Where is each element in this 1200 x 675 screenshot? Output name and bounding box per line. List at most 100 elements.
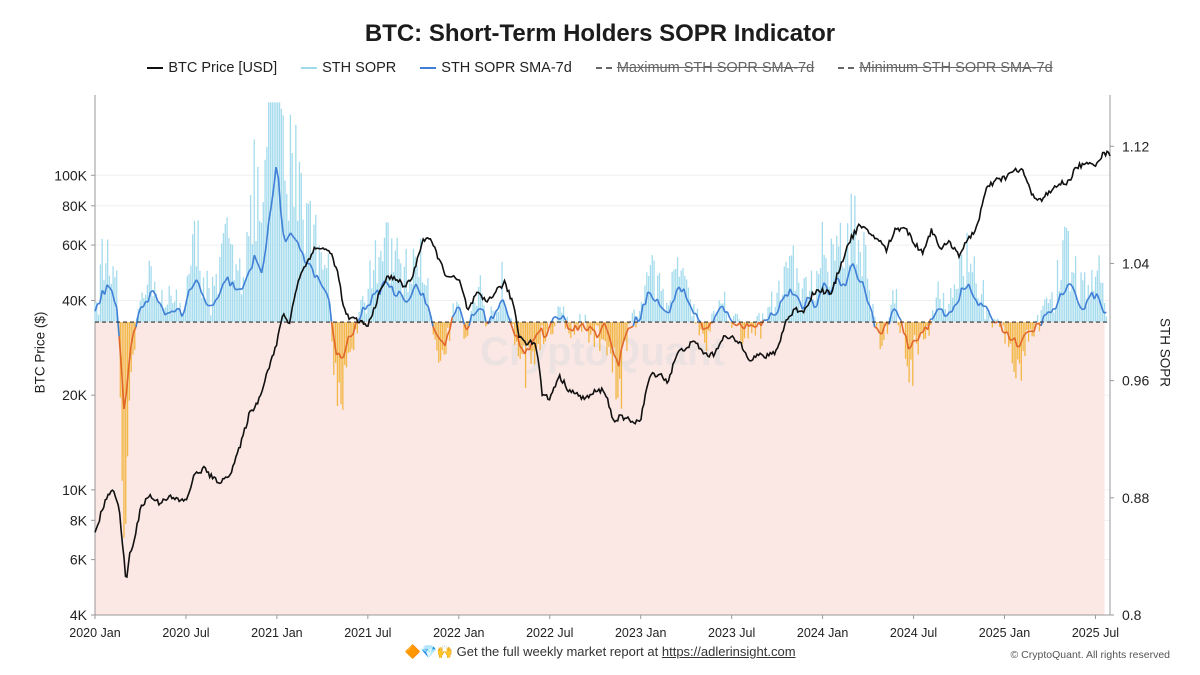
sopr-sma-segment	[516, 335, 521, 347]
sopr-sma-segment	[695, 313, 700, 320]
sopr-sma-segment	[671, 299, 675, 304]
sopr-sma-segment	[630, 325, 634, 329]
sopr-sma-segment	[1086, 296, 1091, 301]
sopr-sma-segment	[333, 338, 338, 355]
sopr-sma-segment	[205, 302, 209, 307]
sopr-sma-segment	[1067, 283, 1071, 286]
sopr-sma-segment	[338, 352, 342, 359]
sopr-sma-segment	[1033, 323, 1038, 332]
sopr-sma-segment	[130, 332, 135, 345]
sopr-sma-segment	[598, 326, 603, 335]
sopr-sma-segment	[316, 274, 321, 281]
right-axis-label: STH SOPR	[1157, 317, 1173, 387]
sopr-sma-segment	[446, 329, 451, 336]
sopr-sma-segment	[200, 291, 205, 298]
sopr-sma-segment	[471, 313, 475, 317]
sopr-sma-segment	[1103, 311, 1107, 314]
sopr-sma-segment	[562, 315, 567, 321]
sopr-sma-segment	[299, 249, 304, 254]
left-tick-label: 10K	[62, 482, 88, 498]
sopr-sma-segment	[596, 333, 601, 339]
sopr-sma-segment	[953, 303, 958, 307]
sopr-sma-segment	[509, 321, 514, 329]
sopr-sma-segment	[837, 278, 842, 287]
right-tick-label: 1.04	[1122, 255, 1149, 271]
sopr-sma-segment	[883, 321, 888, 328]
sopr-sma-segment	[417, 289, 422, 296]
sopr-sma-segment	[803, 297, 808, 307]
sopr-sma-segment	[806, 296, 810, 299]
left-tick-label: 60K	[62, 237, 88, 253]
sopr-sma-segment	[859, 280, 863, 283]
sopr-sma-segment	[874, 326, 878, 330]
sopr-sma-segment	[342, 346, 347, 358]
x-tick-label: 2022 Jan	[433, 626, 484, 640]
footer-link[interactable]: https://adlerinsight.com	[661, 644, 796, 659]
sopr-sma-segment	[289, 232, 294, 237]
legend-item-sth-sopr-sma[interactable]: STH SOPR SMA-7d	[420, 60, 572, 76]
footer: 🔶💎🙌 Get the full weekly market report at…	[0, 644, 1200, 660]
sopr-sma-segment	[451, 313, 456, 318]
sopr-sma-segment	[480, 308, 485, 312]
sopr-sma-segment	[1091, 291, 1096, 300]
sopr-sma-segment	[294, 238, 299, 243]
legend-label: STH SOPR SMA-7d	[441, 60, 572, 77]
left-axis-label: BTC Price ($)	[32, 311, 48, 394]
sopr-sma-segment	[847, 266, 852, 277]
sopr-sma-segment	[994, 320, 999, 324]
sopr-sma-segment	[593, 330, 598, 339]
sopr-sma-segment	[198, 283, 202, 293]
sopr-sma-segment	[169, 310, 173, 314]
sopr-sma-segment	[323, 288, 328, 294]
legend-item-btc-price[interactable]: BTC Price [USD]	[147, 60, 277, 76]
sopr-sma-segment	[779, 298, 784, 303]
left-tick-label: 40K	[62, 292, 88, 308]
right-tick-label: 0.88	[1122, 490, 1149, 506]
chart-legend: BTC Price [USD] STH SOPR STH SOPR SMA-7d…	[0, 60, 1200, 76]
btc-price-line[interactable]	[94, 149, 1111, 579]
sopr-sma-segment	[463, 324, 468, 331]
sopr-sma-segment	[183, 299, 188, 312]
sopr-sma-segment	[135, 313, 140, 328]
sopr-sma-segment	[634, 316, 639, 322]
sopr-sma-segment	[408, 295, 412, 301]
sopr-sma-segment	[132, 326, 137, 333]
sopr-sma-segment	[268, 206, 272, 222]
sopr-sma-segment	[468, 314, 473, 327]
legend-item-min-sopr-sma[interactable]: Minimum STH SOPR SMA-7d	[838, 60, 1053, 76]
sopr-sma-segment	[127, 344, 133, 367]
sopr-sma-segment	[743, 323, 748, 330]
sopr-sma-segment	[664, 310, 668, 314]
sopr-sma-segment	[815, 295, 820, 307]
sopr-sma-segment	[449, 316, 454, 331]
sopr-sma-segment	[1006, 331, 1011, 341]
sopr-sma-segment	[181, 311, 186, 317]
left-tick-label: 4K	[70, 607, 88, 623]
sopr-sma-segment	[608, 335, 613, 346]
sopr-sma-segment	[1045, 311, 1050, 316]
sopr-sma-segment	[902, 332, 907, 337]
sopr-sma-segment	[103, 284, 108, 295]
sopr-sma-segment	[311, 268, 316, 278]
sopr-sma-segment	[1013, 337, 1018, 347]
legend-item-max-sopr-sma[interactable]: Maximum STH SOPR SMA-7d	[595, 60, 814, 76]
sopr-sma-segment	[393, 294, 398, 298]
sopr-sma-segment	[487, 315, 492, 325]
sopr-sma-segment	[466, 325, 470, 331]
legend-item-sth-sopr[interactable]: STH SOPR	[301, 60, 396, 76]
sopr-sma-segment	[1100, 306, 1105, 314]
sopr-sma-segment	[432, 326, 437, 333]
sopr-sma-segment	[898, 316, 902, 322]
sopr-sma-segment	[280, 212, 285, 235]
sopr-sma-segment	[729, 317, 733, 323]
sopr-sma-segment	[801, 305, 806, 310]
sopr-sma-segment	[142, 301, 147, 308]
footer-emoji: 🔶💎🙌	[404, 644, 454, 659]
sopr-sma-segment	[926, 319, 931, 330]
sopr-sma-segment	[767, 312, 772, 320]
right-tick-label: 0.96	[1122, 373, 1149, 389]
sopr-sma-segment	[661, 307, 666, 312]
sopr-sma-segment	[683, 288, 688, 299]
sopr-sma-segment	[799, 301, 803, 310]
